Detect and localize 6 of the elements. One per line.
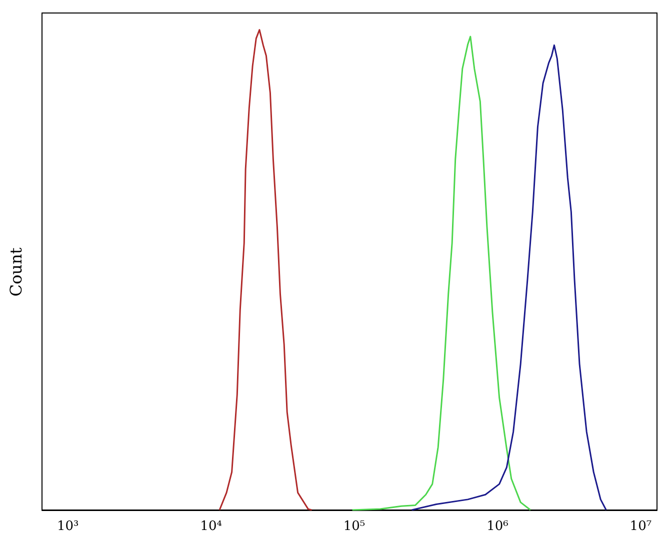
x-tick-label: 10³ [56,519,79,534]
x-tick-label: 10⁶ [486,519,508,534]
x-tick-label: 10⁷ [630,519,652,534]
x-tick-label: 10⁵ [343,519,366,534]
x-tick-label: 10⁴ [200,519,222,534]
y-axis-title: Count [6,246,26,296]
